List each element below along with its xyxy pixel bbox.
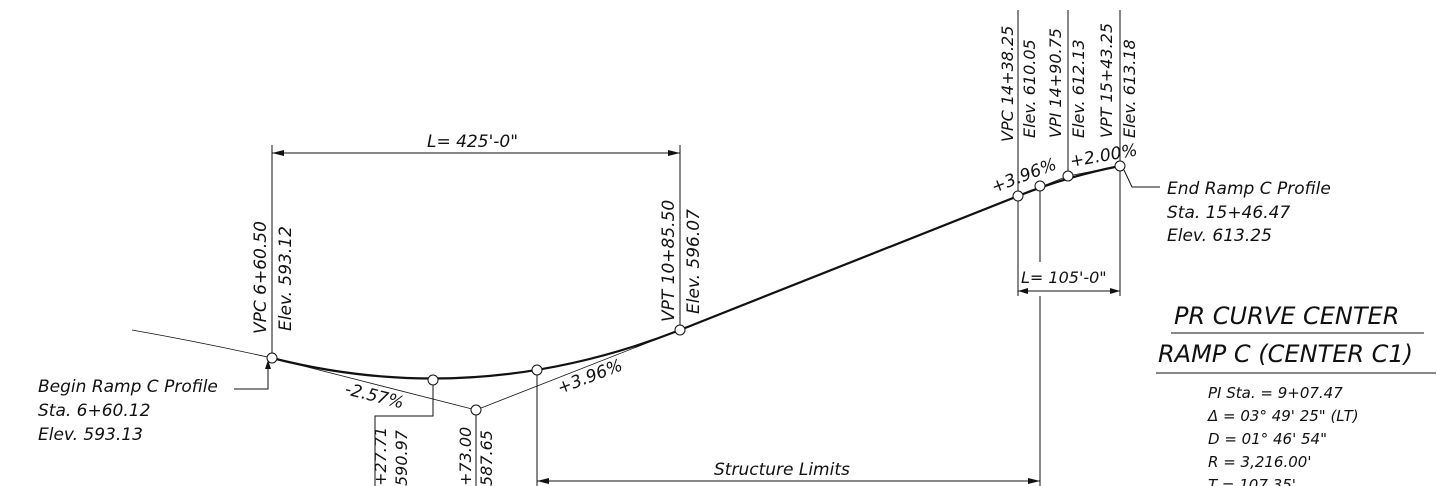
vpi2-elev: Elev. 612.13 [1069, 39, 1088, 138]
begin-leader [234, 364, 269, 390]
begin-leader-arrow [265, 360, 271, 369]
vpt2-point [1114, 160, 1126, 172]
begin-profile-station: Sta. 6+60.12 [38, 401, 150, 421]
grade-up-low-label: +3.96% [555, 356, 626, 399]
low-station-partial: +73.00 [456, 427, 475, 486]
vpc2-elev: Elev. 610.05 [1020, 39, 1039, 138]
structure-limits-label: Structure Limits [714, 460, 850, 480]
grade-final-label: +2.00% [1068, 140, 1139, 172]
structure-arrow-left [537, 478, 549, 484]
vc1-length-label: L= 425'-0" [427, 132, 518, 152]
vpt1-point [674, 324, 686, 336]
vpc1-station: VPC 6+60.50 [251, 221, 271, 334]
vpc1-elev: Elev. 593.12 [276, 226, 296, 331]
structure-begin-point [531, 364, 543, 376]
begin-profile-label: Begin Ramp C Profile [38, 377, 218, 397]
vpc2-station: VPC 14+38.25 [998, 26, 1017, 142]
end-profile-station: Sta. 15+46.47 [1167, 203, 1290, 223]
approach-line [131, 329, 273, 359]
curve-delta: Δ = 03° 49' 25" (LT) [1207, 407, 1359, 425]
low-elev-partial: 587.65 [477, 430, 496, 486]
end-profile-elev: Elev. 613.25 [1167, 226, 1272, 246]
curve-table-title-2: RAMP C (CENTER C1) [1158, 340, 1413, 368]
curve-table-title-1: PR CURVE CENTER [1174, 302, 1399, 330]
vc2-arrow-left [1018, 288, 1028, 294]
vpi2-point [1062, 170, 1074, 182]
vc1-arrow-right [668, 150, 680, 156]
vpt2-elev: Elev. 613.18 [1120, 39, 1139, 138]
end-leader [1123, 169, 1160, 188]
grade-up-high-label: +3.96% [989, 155, 1060, 198]
end-profile-label: End Ramp C Profile [1167, 179, 1331, 199]
begin-profile-elev: Elev. 593.13 [38, 425, 143, 445]
mid-curve-point [427, 374, 439, 386]
vc2-mid-point [1034, 180, 1046, 192]
vc2-arrow-right [1110, 288, 1120, 294]
vpi1-leader [374, 380, 434, 486]
vpt1-station: VPT 10+85.50 [659, 200, 679, 322]
curve-degree: D = 01° 46' 54" [1208, 430, 1327, 448]
curve-pi-station: PI Sta. = 9+07.47 [1208, 384, 1343, 402]
grade-down-label: -2.57% [343, 379, 406, 413]
structure-arrow-right [1028, 478, 1040, 484]
vpc2-point [1012, 190, 1024, 202]
vpt2-station: VPT 15+43.25 [1097, 23, 1116, 138]
vc1-arrow-left [272, 150, 284, 156]
vpi1-elev-partial: 590.97 [392, 429, 411, 486]
vpc1-point [266, 352, 278, 364]
curve-radius: R = 3,216.00' [1208, 453, 1311, 471]
vpt1-elev: Elev. 596.07 [684, 209, 704, 314]
vpi2-station: VPI 14+90.75 [1046, 28, 1065, 138]
vpi1-point [470, 404, 482, 416]
curve-tangent: T = 107.35' [1208, 476, 1296, 486]
vpi1-station-partial: +27.71 [371, 427, 390, 486]
vc2-length-label: L= 105'-0" [1021, 268, 1107, 287]
